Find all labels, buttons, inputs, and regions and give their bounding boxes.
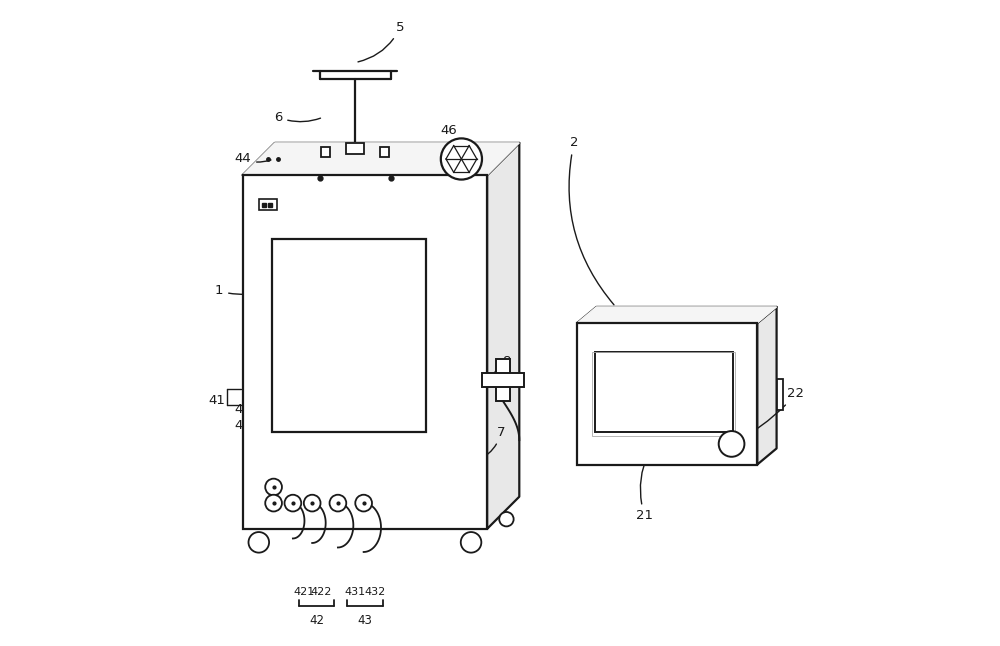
Text: 7: 7	[478, 426, 506, 460]
Bar	[777, 379, 783, 410]
Circle shape	[441, 138, 482, 180]
Circle shape	[249, 532, 269, 552]
Circle shape	[285, 495, 301, 512]
Text: 45: 45	[246, 261, 277, 284]
Circle shape	[461, 532, 481, 552]
Circle shape	[265, 479, 282, 495]
Text: 21: 21	[636, 454, 653, 523]
Bar	[259, 199, 277, 211]
Text: 5: 5	[358, 21, 405, 62]
Text: 431: 431	[345, 587, 366, 597]
Bar	[346, 143, 364, 154]
Text: 46: 46	[440, 123, 461, 156]
Polygon shape	[243, 143, 519, 175]
Text: 41: 41	[209, 393, 225, 407]
Bar	[380, 147, 389, 157]
Circle shape	[719, 431, 744, 457]
Text: 22: 22	[734, 387, 804, 443]
Circle shape	[499, 512, 514, 526]
Text: 43: 43	[357, 614, 372, 627]
Bar	[496, 359, 510, 401]
Bar	[272, 240, 426, 432]
Text: 2: 2	[569, 136, 614, 305]
Text: 411: 411	[235, 402, 271, 416]
Bar	[592, 352, 735, 435]
Bar	[321, 147, 330, 157]
Bar	[243, 175, 487, 529]
Text: 42: 42	[309, 614, 324, 627]
Polygon shape	[487, 143, 519, 529]
Text: 421: 421	[294, 587, 315, 597]
Text: 6: 6	[274, 110, 321, 123]
Circle shape	[304, 495, 321, 512]
Text: 8: 8	[491, 355, 511, 379]
Text: 432: 432	[364, 587, 385, 597]
Text: 44: 44	[234, 152, 271, 165]
Text: 412: 412	[235, 418, 271, 432]
Text: 422: 422	[310, 587, 332, 597]
Bar	[577, 323, 757, 464]
Bar	[595, 352, 733, 432]
Bar	[482, 373, 524, 388]
Polygon shape	[577, 307, 777, 323]
Text: 1: 1	[215, 284, 263, 297]
Polygon shape	[757, 307, 777, 464]
Circle shape	[355, 495, 372, 512]
Circle shape	[330, 495, 346, 512]
Circle shape	[265, 495, 282, 512]
